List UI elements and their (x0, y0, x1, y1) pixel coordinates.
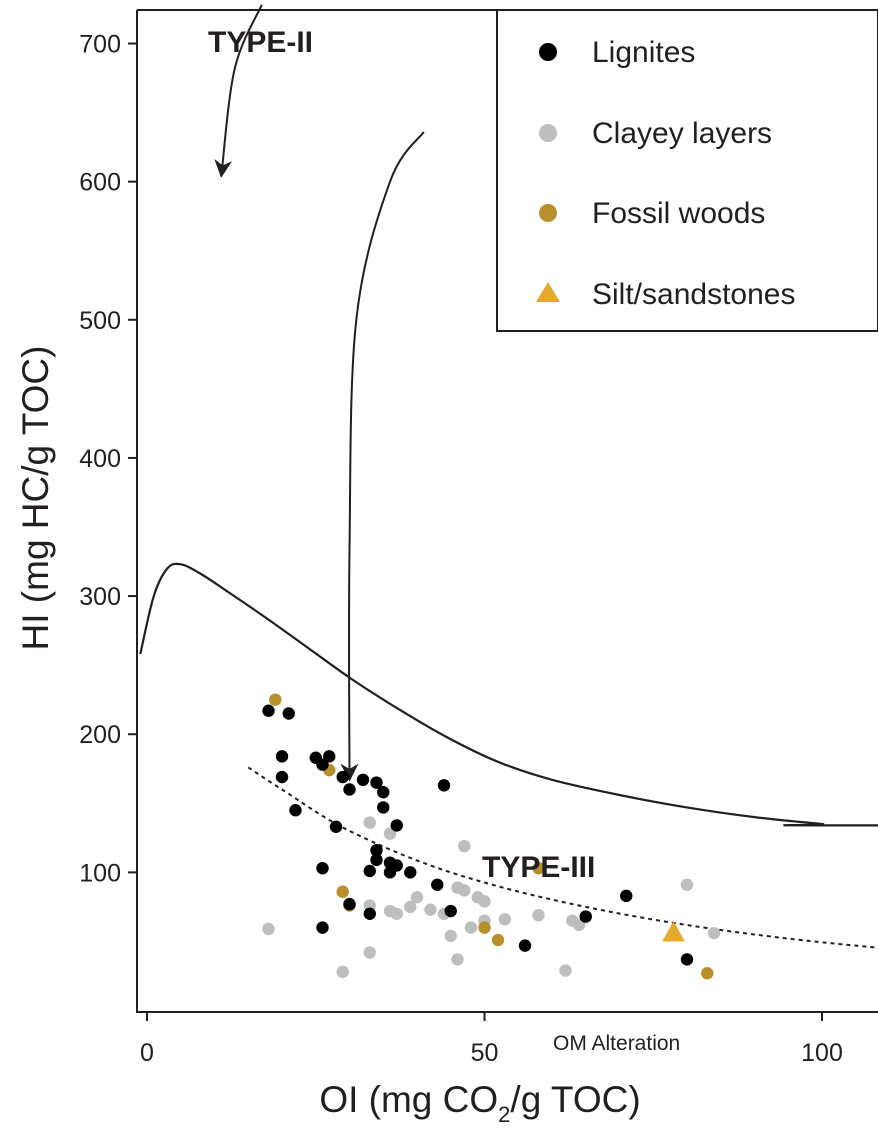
fossil-woods-point (532, 862, 545, 875)
lignites-point (316, 758, 329, 771)
maturation-arrow (340, 131, 425, 782)
clayey-layers-point (383, 827, 397, 840)
lignites-point (262, 704, 275, 717)
lignites-point (370, 844, 383, 857)
lignites-point (356, 773, 370, 787)
clayey-layers-point (363, 816, 376, 829)
y-tick-label: 100 (79, 859, 121, 887)
clayey-layers-point (458, 884, 471, 897)
type-ii-arrow (214, 4, 263, 178)
om-alteration-annotation: OM Alteration (553, 1032, 680, 1055)
y-tick-label: 700 (79, 31, 121, 59)
data-points (262, 693, 721, 980)
clayey-layers-point (707, 926, 721, 940)
lignites-point (383, 866, 397, 879)
y-tick-label: 500 (79, 307, 121, 335)
clayey-layers-point (498, 913, 511, 926)
lignites-point (444, 904, 457, 918)
lignites-point (282, 707, 295, 720)
lignites-point (390, 819, 403, 832)
y-tick-label: 400 (79, 445, 121, 473)
lignites-point (275, 770, 289, 784)
lignites-point (370, 853, 383, 867)
lignites-point (336, 770, 349, 784)
clayey-layers-point (680, 878, 694, 891)
legend-label-silt-sandstones: Silt/sandstones (592, 278, 795, 311)
lignites-point (363, 864, 376, 878)
x-axis-title-suffix: /g TOC) (510, 1079, 640, 1120)
type-ii-annotation: TYPE-II (208, 26, 313, 59)
legend-marker-clayey-layers (539, 124, 557, 142)
axis-ticks: 100200300400500600700050100150200 (79, 31, 843, 1067)
fossil-woods-point (491, 933, 505, 947)
clayey-layers-point (444, 929, 457, 943)
legend-box (496, 9, 878, 332)
clayey-layers-point (404, 900, 417, 914)
clayey-layers-point (572, 918, 586, 932)
lignites-point (680, 953, 694, 966)
fossil-woods-point (336, 885, 349, 898)
legend-marker-lignites (539, 43, 557, 61)
lignites-point (316, 921, 329, 934)
clayey-layers-point (262, 922, 275, 936)
lignites-point (343, 783, 356, 796)
type-iii-envelope-line (139, 562, 878, 827)
lignites-point (579, 910, 592, 923)
y-tick-label: 300 (79, 583, 121, 611)
lignites-point (620, 889, 633, 903)
lignites-point (437, 779, 451, 792)
lignites-point (275, 750, 289, 763)
legend-marker-fossil-woods (539, 204, 557, 222)
legend-label-lignites: Lignites (592, 36, 695, 69)
envelope-lines (139, 4, 878, 949)
legend: Lignites Clayey layers Fossil woods Silt/sa… (496, 9, 878, 332)
x-axis-title-main: OI (mg CO (319, 1079, 498, 1120)
fossil-woods-point (269, 693, 282, 706)
y-tick-label: 600 (79, 169, 121, 197)
x-axis-title-subscript: 2 (498, 1102, 510, 1127)
lignites-point (377, 801, 390, 814)
y-axis-title: HI (mg HC/g TOC) (15, 346, 56, 651)
clayey-layers-point (559, 964, 572, 977)
clayey-layers-point (390, 907, 403, 921)
clayey-layers-point (464, 921, 478, 934)
fossil-woods-point (478, 921, 491, 934)
clayey-layers-point (451, 953, 464, 966)
legend-label-clayey-layers: Clayey layers (592, 117, 772, 150)
lignites-point (363, 907, 376, 921)
clayey-layers-point (458, 839, 471, 853)
type-iii-annotation: TYPE-III (482, 851, 595, 884)
lignites-point (377, 786, 390, 799)
lignites-point (323, 750, 336, 763)
x-tick-label: 100 (801, 1039, 843, 1067)
lignites-point (329, 820, 343, 833)
silt-sandstones-point (662, 921, 685, 942)
lignites-point (518, 939, 532, 952)
lignites-point (404, 866, 417, 879)
x-axis-title: OI (mg CO2/g TOC) (319, 1079, 640, 1127)
x-tick-label: 0 (140, 1039, 154, 1067)
legend-label-fossil-woods: Fossil woods (592, 197, 765, 230)
fossil-woods-point (701, 967, 714, 980)
lignites-point (431, 878, 444, 891)
lignites-point (370, 776, 383, 789)
lignites-point (289, 803, 302, 817)
y-tick-label: 200 (79, 721, 121, 749)
clayey-layers-point (410, 891, 424, 904)
clayey-layers-point (363, 946, 376, 959)
clayey-layers-point (478, 895, 491, 908)
clayey-layers-point (532, 908, 545, 922)
lignites-point (343, 897, 356, 911)
x-tick-label: 50 (471, 1039, 499, 1067)
clayey-layers-point (336, 965, 349, 979)
lignites-point (316, 862, 329, 875)
legend-marker-silt-sandstones (536, 282, 560, 302)
clayey-layers-point (424, 903, 437, 916)
